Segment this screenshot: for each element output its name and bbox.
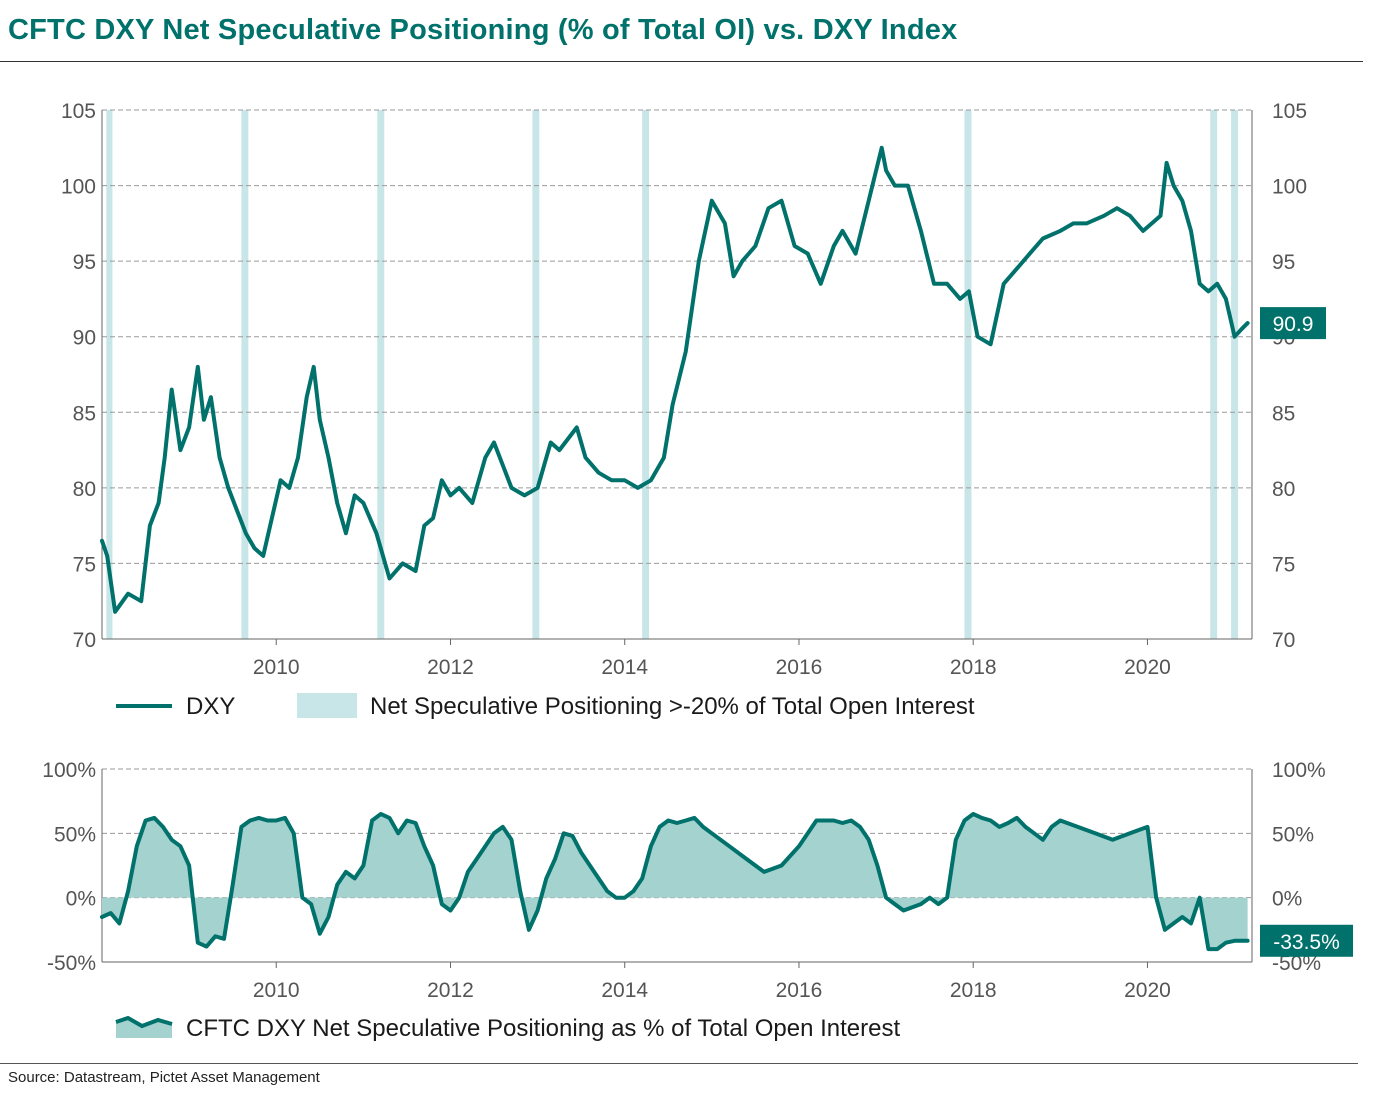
x-tick-label: 2018 [950, 979, 997, 1002]
x-tick-label: 2020 [1124, 979, 1171, 1002]
y-tick-label-right: 105 [1272, 100, 1307, 123]
shaded-period-band [1210, 110, 1218, 639]
shaded-period-band [532, 110, 540, 639]
positioning-area-fill [102, 814, 1248, 950]
chart-title: CFTC DXY Net Speculative Positioning (% … [8, 14, 958, 46]
x-tick-label: 2010 [253, 979, 300, 1002]
x-tick-label: 2016 [776, 656, 823, 679]
legend-band-swatch [297, 693, 357, 718]
y-tick-label-left: 100% [42, 759, 96, 782]
shaded-period-band [1231, 110, 1239, 639]
y-tick-label-right: 80 [1272, 478, 1295, 501]
y-tick-label-right: 70 [1272, 629, 1295, 652]
legend-area-line [115, 1015, 173, 1029]
shaded-period-band [106, 110, 113, 639]
legend-band-label: Net Speculative Positioning >-20% of Tot… [370, 693, 975, 720]
y-tick-label-left: 90 [73, 327, 96, 350]
shaded-period-band [964, 110, 972, 639]
y-tick-label-left: -50% [47, 952, 96, 975]
last-value-label: 90.9 [1273, 313, 1314, 336]
y-tick-label-left: 50% [54, 823, 96, 846]
last-value-box [1260, 307, 1326, 340]
y-tick-label-right: 50% [1272, 823, 1314, 846]
x-tick-label: 2010 [253, 656, 300, 679]
y-tick-label-left: 80 [73, 478, 96, 501]
title-divider [0, 61, 1363, 62]
x-tick-label: 2016 [776, 979, 823, 1002]
legend-positioning-label: CFTC DXY Net Speculative Positioning as … [186, 1015, 900, 1042]
y-tick-label-right: 0% [1272, 888, 1302, 911]
y-tick-label-left: 85 [73, 402, 96, 425]
last-value-label: -33.5% [1273, 931, 1340, 954]
shaded-period-band [642, 110, 650, 639]
last-value-box [1260, 924, 1353, 957]
x-tick-label: 2012 [427, 979, 474, 1002]
source-note: Source: Datastream, Pictet Asset Managem… [8, 1069, 320, 1086]
y-tick-label-right: -50% [1272, 952, 1321, 975]
y-tick-label-left: 70 [73, 629, 96, 652]
shaded-period-band [241, 110, 249, 639]
y-tick-label-right: 100 [1272, 176, 1307, 199]
y-tick-label-right: 75 [1272, 553, 1295, 576]
y-tick-label-left: 105 [61, 100, 96, 123]
shaded-period-band [377, 110, 385, 639]
y-tick-label-right: 85 [1272, 402, 1295, 425]
y-tick-label-left: 0% [66, 888, 96, 911]
dxy-chart: 7070757580808585909095951001001051052010… [61, 100, 1326, 679]
y-tick-label-right: 100% [1272, 759, 1326, 782]
legend-dxy-label: DXY [186, 693, 235, 720]
y-tick-label-left: 100 [61, 176, 96, 199]
dxy-legend: DXY Net Speculative Positioning >-20% of … [116, 693, 975, 720]
y-tick-label-left: 75 [73, 553, 96, 576]
x-tick-label: 2018 [950, 656, 997, 679]
x-tick-label: 2020 [1124, 656, 1171, 679]
x-tick-label: 2014 [601, 656, 648, 679]
source-divider [0, 1063, 1358, 1064]
positioning-legend: CFTC DXY Net Speculative Positioning as … [115, 1015, 900, 1042]
x-tick-label: 2014 [601, 979, 648, 1002]
legend-area-swatch [116, 1018, 172, 1038]
y-tick-label-right: 95 [1272, 251, 1295, 274]
x-tick-label: 2012 [427, 656, 474, 679]
y-tick-label-left: 95 [73, 251, 96, 274]
positioning-series-line [100, 812, 1250, 952]
positioning-chart: -50% -50% 0% 0% 50% 50% 100% 100% 2010 2012 2014 20… [42, 759, 1353, 1002]
dxy-series-line [100, 145, 1250, 614]
